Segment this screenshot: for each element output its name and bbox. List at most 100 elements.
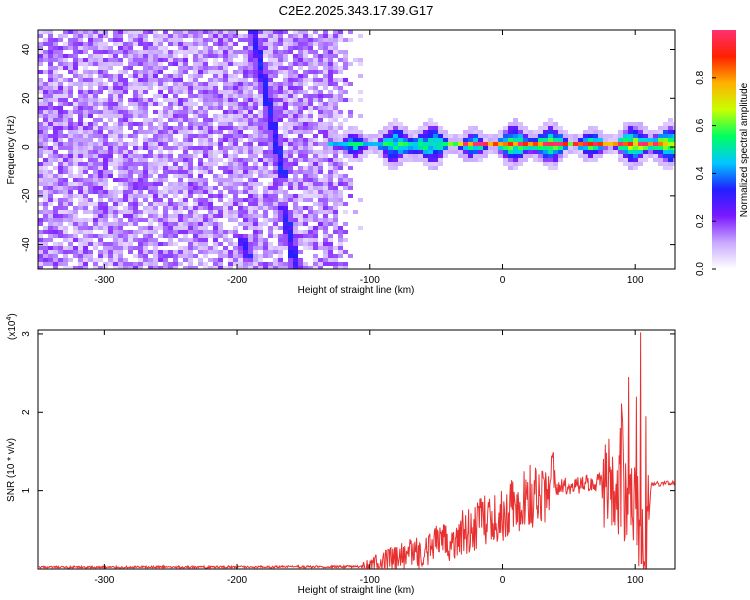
spectrogram-cell bbox=[63, 126, 68, 130]
spectrogram-cell bbox=[283, 182, 288, 186]
spectrogram-cell bbox=[93, 82, 98, 86]
spectrogram-cell bbox=[218, 194, 223, 198]
spectrogram-cell bbox=[223, 62, 228, 66]
spectrogram-cell bbox=[153, 66, 158, 70]
spectrogram-cell bbox=[323, 94, 328, 98]
spectrogram-cell bbox=[543, 146, 548, 150]
spectrogram-cell bbox=[88, 122, 93, 126]
spectrogram-cell bbox=[168, 38, 173, 42]
spectrogram-cell bbox=[303, 42, 308, 46]
spectrogram-cell bbox=[123, 66, 128, 70]
spectrogram-cell bbox=[128, 262, 133, 266]
spectrogram-cell bbox=[203, 186, 208, 190]
spectrogram-cell bbox=[113, 250, 118, 254]
spectrogram-cell bbox=[123, 42, 128, 46]
spectrogram-cell bbox=[213, 70, 218, 74]
spectrogram-cell bbox=[78, 118, 83, 122]
spectrogram-cell bbox=[508, 154, 513, 158]
spectrogram-cell bbox=[168, 146, 173, 150]
spectrogram-cell bbox=[173, 82, 178, 86]
spectrogram-cell bbox=[163, 50, 168, 54]
spectrogram-cell bbox=[328, 166, 333, 170]
spectrogram-cell bbox=[43, 102, 48, 106]
spectrogram-cell bbox=[338, 262, 343, 266]
spectrogram-cell bbox=[83, 190, 88, 194]
spectrogram-cell bbox=[143, 50, 148, 54]
spectrogram-cell bbox=[288, 162, 293, 166]
spectrogram-cell bbox=[663, 146, 668, 150]
spectrogram-cell bbox=[238, 246, 243, 250]
spectrogram-cell bbox=[178, 78, 183, 82]
spectrogram-cell bbox=[418, 134, 423, 138]
spectrogram-cell bbox=[243, 174, 248, 178]
spectrogram-cell bbox=[178, 46, 183, 50]
spectrogram-cell bbox=[98, 74, 103, 78]
spectrogram-cell bbox=[628, 162, 633, 166]
spectrogram-cell bbox=[668, 118, 673, 122]
spectrogram-cell bbox=[493, 146, 498, 150]
y-tick-label: 0 bbox=[21, 144, 32, 150]
spectrogram-cell bbox=[118, 42, 123, 46]
spectrogram-cell bbox=[328, 218, 333, 222]
spectrogram-cell bbox=[123, 230, 128, 234]
spectrogram-cell bbox=[88, 250, 93, 254]
spectrogram-cell bbox=[113, 258, 118, 262]
spectrogram-cell bbox=[228, 182, 233, 186]
spectrogram-cell bbox=[78, 50, 83, 54]
spectrogram-cell bbox=[283, 242, 288, 246]
spectrogram-cell bbox=[303, 246, 308, 250]
spectrogram-cell bbox=[288, 194, 293, 198]
spectrogram-cell bbox=[68, 82, 73, 86]
spectrogram-cell bbox=[38, 258, 43, 262]
spectrogram-cell bbox=[303, 198, 308, 202]
spectrogram-cell bbox=[63, 158, 68, 162]
spectrogram-cell bbox=[388, 138, 393, 142]
spectrogram-cell bbox=[283, 230, 288, 234]
spectrogram-cell bbox=[588, 158, 593, 162]
spectrogram-cell bbox=[463, 150, 468, 154]
spectrogram-cell bbox=[633, 146, 638, 150]
spectrogram-cell bbox=[263, 206, 268, 210]
spectrogram-cell bbox=[238, 62, 243, 66]
spectrogram-cell bbox=[38, 130, 43, 134]
spectrogram-cell bbox=[133, 122, 138, 126]
spectrogram-cell bbox=[168, 106, 173, 110]
spectrogram-cell bbox=[668, 138, 673, 142]
spectrogram-cell bbox=[168, 86, 173, 90]
spectrogram-cell bbox=[283, 98, 288, 102]
spectrogram-cell bbox=[303, 158, 308, 162]
spectrogram-cell bbox=[638, 154, 643, 158]
spectrogram-cell bbox=[593, 146, 598, 150]
y-tick-label: -40 bbox=[21, 237, 32, 252]
spectrogram-cell bbox=[273, 162, 278, 166]
spectrogram-cell bbox=[513, 118, 518, 122]
spectrogram-cell bbox=[473, 158, 478, 162]
spectrogram-cell bbox=[663, 154, 668, 158]
spectrogram-cell bbox=[213, 86, 218, 90]
spectrogram-cell bbox=[83, 110, 88, 114]
spectrogram-cell bbox=[38, 182, 43, 186]
spectrogram-cell bbox=[458, 134, 463, 138]
spectrogram-cell bbox=[63, 206, 68, 210]
spectrogram-cell bbox=[578, 146, 583, 150]
spectrogram-cell bbox=[228, 110, 233, 114]
spectrogram-cell bbox=[68, 198, 73, 202]
spectrogram-cell bbox=[53, 178, 58, 182]
spectrogram-cell bbox=[263, 34, 268, 38]
spectrogram-cell bbox=[468, 142, 473, 146]
spectrogram-cell bbox=[123, 194, 128, 198]
spectrogram-cell bbox=[38, 86, 43, 90]
spectrogram-cell bbox=[523, 142, 528, 146]
spectrogram-cell bbox=[103, 166, 108, 170]
spectrogram-cell bbox=[98, 58, 103, 62]
spectrogram-cell bbox=[118, 134, 123, 138]
spectrogram-cell bbox=[128, 218, 133, 222]
spectrogram-cell bbox=[63, 34, 68, 38]
spectrogram-cell bbox=[248, 102, 253, 106]
spectrogram-cell bbox=[78, 190, 83, 194]
spectrogram-cell bbox=[98, 150, 103, 154]
spectrogram-cell bbox=[293, 242, 298, 246]
spectrogram-cell bbox=[493, 138, 498, 142]
spectrogram-cell bbox=[328, 242, 333, 246]
spectrogram-cell bbox=[168, 222, 173, 226]
